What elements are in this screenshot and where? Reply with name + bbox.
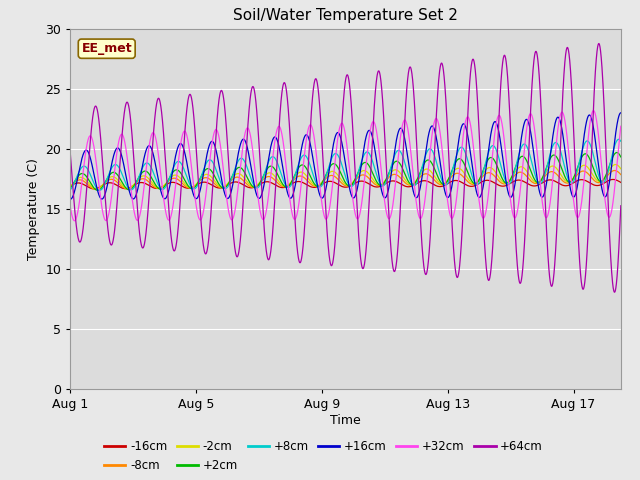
Y-axis label: Temperature (C): Temperature (C)	[27, 158, 40, 260]
Title: Soil/Water Temperature Set 2: Soil/Water Temperature Set 2	[233, 9, 458, 24]
X-axis label: Time: Time	[330, 414, 361, 427]
Legend: -16cm, -8cm, -2cm, +2cm, +8cm, +16cm, +32cm, +64cm: -16cm, -8cm, -2cm, +2cm, +8cm, +16cm, +3…	[99, 435, 548, 477]
Text: EE_met: EE_met	[81, 42, 132, 55]
